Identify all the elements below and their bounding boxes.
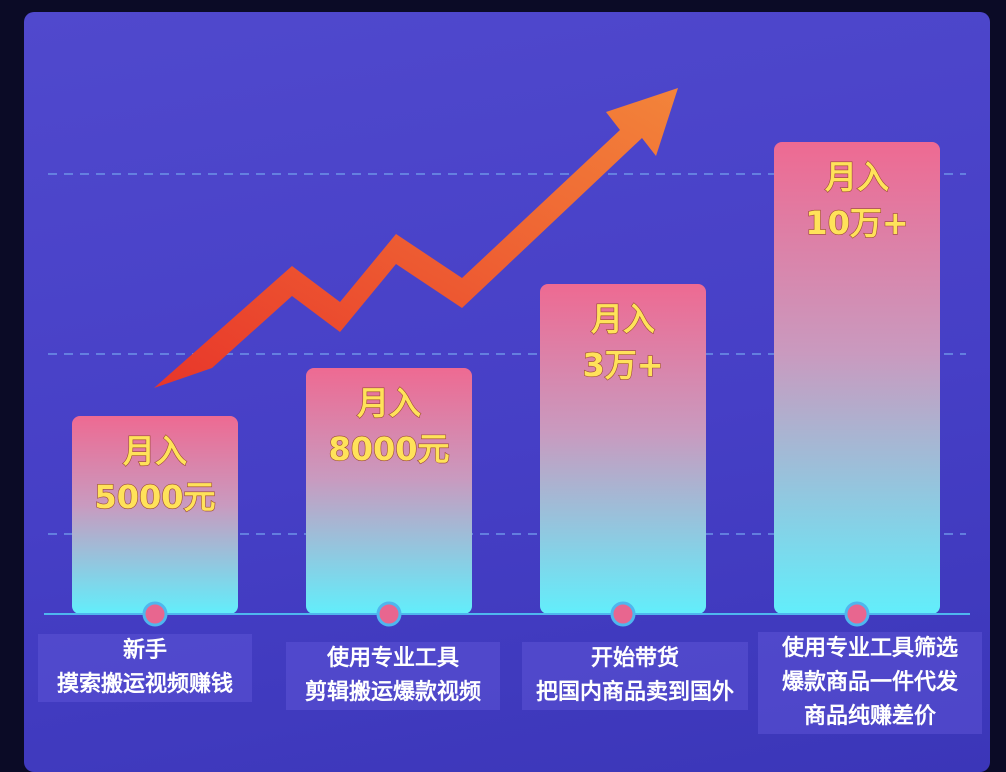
- bar-4: [774, 142, 940, 614]
- bar-2: [306, 368, 472, 614]
- trend-arrow: [154, 88, 678, 388]
- bar-label-2-line-1: 月入: [357, 384, 421, 422]
- category-label-1: 新手摸索搬运视频赚钱: [38, 634, 252, 702]
- baseline-dot-1: [142, 601, 168, 627]
- bar-label-2-line-2: 8000元: [328, 430, 449, 468]
- category-label-3: 开始带货把国内商品卖到国外: [522, 642, 748, 710]
- income-bar-chart: 月入 5000元 月入 8000元 月入 3万+ 月入 10万+: [44, 88, 970, 627]
- bar-label-4-line-2: 10万+: [805, 204, 908, 242]
- category-label-2-line-2: 剪辑搬运爆款视频: [304, 680, 481, 705]
- category-label-1-line-2: 摸索搬运视频赚钱: [56, 672, 233, 697]
- bar-label-4-line-1: 月入: [825, 158, 889, 196]
- chart-panel: 月入 5000元 月入 8000元 月入 3万+ 月入 10万+ 新手 摸索搬运视频赚钱 使用专业…: [24, 12, 990, 772]
- baseline-dot-4: [844, 601, 870, 627]
- category-label-2-line-1: 使用专业工具: [326, 646, 459, 671]
- baseline-dot-3: [610, 601, 636, 627]
- bar-label-3-line-1: 月入: [591, 300, 655, 338]
- baseline-dot-2: [376, 601, 402, 627]
- category-label-4-line-1: 使用专业工具筛选: [781, 636, 958, 661]
- category-label-3-line-1: 开始带货: [590, 646, 679, 671]
- bar-label-1-line-2: 5000元: [94, 478, 215, 516]
- category-label-2: 使用专业工具 剪辑搬运爆款视频: [286, 642, 500, 710]
- bar-label-1-line-1: 月入: [123, 432, 187, 470]
- bar-1: [72, 416, 238, 614]
- category-label-4-line-3: 商品纯赚差价: [803, 704, 936, 729]
- category-label-3-line-2: 把国内商品卖到国外: [535, 680, 734, 705]
- category-label-1-line-1: 新手: [122, 638, 167, 663]
- bar-3: [540, 284, 706, 614]
- category-label-4: 使用专业工具筛选 爆款商品一件代发 商品纯赚差价: [758, 632, 982, 734]
- bar-label-3-line-2: 3万+: [582, 346, 663, 384]
- category-label-4-line-2: 爆款商品一件代发: [781, 670, 958, 695]
